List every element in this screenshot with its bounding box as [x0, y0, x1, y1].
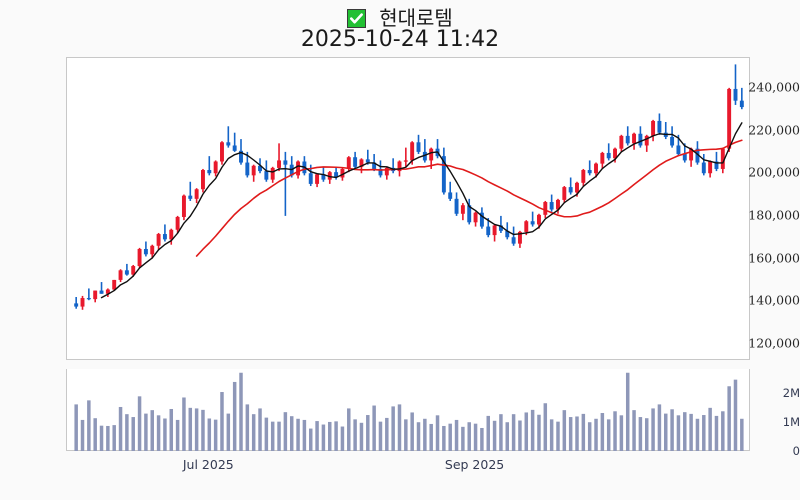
price-axis-tick: 200,000 — [748, 164, 800, 180]
price-axis-tick: 120,000 — [748, 335, 800, 351]
price-axis-tick: 240,000 — [748, 79, 800, 95]
price-chart-panel — [66, 57, 750, 360]
price-candlestick-plot — [74, 64, 744, 310]
volume-axis-tick: 2M — [782, 386, 800, 401]
volume-bar-plot — [74, 372, 744, 451]
volume-axis-tick: 0 — [792, 444, 800, 458]
price-axis-tick: 180,000 — [748, 207, 800, 223]
ticker-name: 현대로템 — [379, 6, 453, 30]
chart-title-row: 현대로템 — [0, 2, 800, 31]
date-axis-tick: Jul 2025 — [182, 457, 234, 472]
volume-chart-panel — [66, 369, 750, 451]
check-square-icon — [347, 9, 367, 28]
date-axis-tick: Sep 2025 — [444, 457, 505, 472]
price-axis-tick: 160,000 — [748, 250, 800, 266]
volume-axis-tick: 1M — [782, 415, 800, 430]
chart-timestamp: 2025-10-24 11:42 — [300, 27, 500, 52]
price-axis-tick: 220,000 — [748, 122, 800, 138]
price-axis-tick: 140,000 — [748, 292, 800, 308]
